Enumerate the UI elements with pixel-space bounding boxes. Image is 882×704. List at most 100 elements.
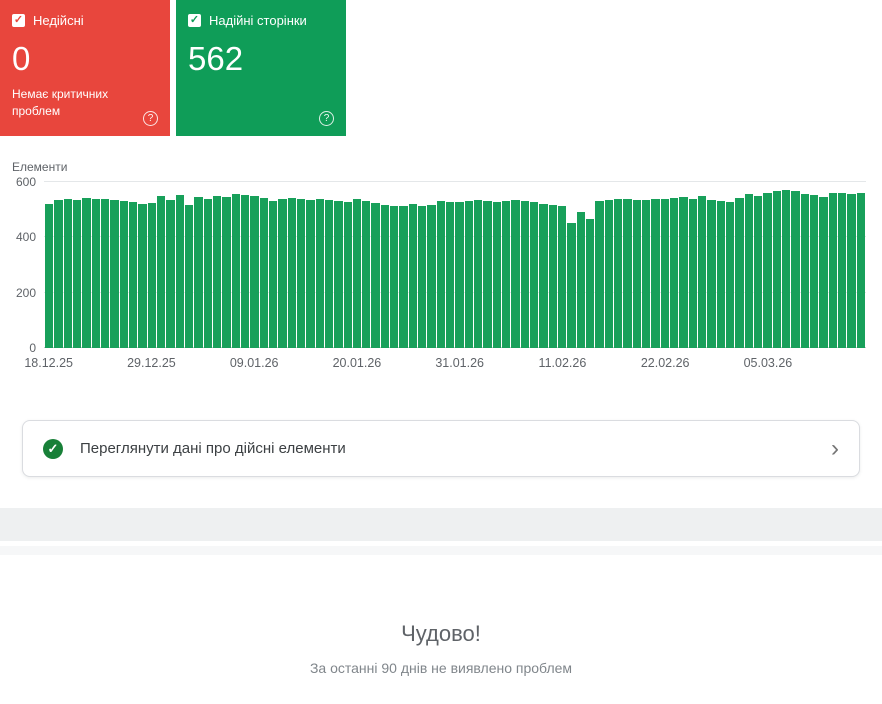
check-circle-icon: ✓: [43, 438, 63, 459]
bar[interactable]: [614, 198, 623, 348]
bar[interactable]: [604, 199, 614, 348]
bar[interactable]: [184, 204, 194, 348]
bar[interactable]: [371, 203, 380, 348]
help-icon[interactable]: ?: [143, 111, 158, 126]
bar[interactable]: [380, 204, 390, 348]
bar[interactable]: [334, 200, 343, 348]
bar[interactable]: [54, 199, 63, 348]
bar[interactable]: [474, 200, 483, 348]
bar[interactable]: [697, 196, 707, 348]
x-tick-label: 05.03.26: [743, 356, 793, 370]
bar[interactable]: [548, 205, 558, 348]
bar[interactable]: [567, 222, 576, 348]
bar[interactable]: [119, 200, 128, 348]
bar[interactable]: [642, 199, 651, 348]
bar[interactable]: [763, 193, 772, 348]
bar[interactable]: [63, 198, 72, 348]
help-icon[interactable]: ?: [319, 111, 334, 126]
bar[interactable]: [240, 195, 250, 348]
bar[interactable]: [511, 200, 520, 348]
bar[interactable]: [166, 200, 175, 348]
bar[interactable]: [632, 200, 641, 348]
bar[interactable]: [315, 198, 324, 348]
bar[interactable]: [222, 196, 231, 348]
bar[interactable]: [735, 198, 744, 348]
bar[interactable]: [427, 205, 436, 348]
bar[interactable]: [707, 199, 716, 348]
valid-items-banner[interactable]: ✓ Переглянути дані про дійсні елементи ›: [22, 420, 860, 477]
x-tick-label: 29.12.25: [127, 356, 176, 370]
bar[interactable]: [772, 190, 781, 348]
bar[interactable]: [688, 198, 697, 348]
bar[interactable]: [651, 198, 660, 348]
bar[interactable]: [492, 201, 502, 348]
bar[interactable]: [418, 206, 427, 348]
valid-card[interactable]: ✓ Надійні сторінки 562 ?: [176, 0, 346, 136]
bar[interactable]: [138, 204, 147, 348]
bar[interactable]: [72, 200, 82, 348]
bar[interactable]: [436, 201, 446, 348]
bar[interactable]: [828, 193, 837, 348]
bar[interactable]: [362, 201, 371, 348]
bar[interactable]: [352, 198, 362, 348]
bar[interactable]: [455, 201, 464, 348]
bar[interactable]: [464, 200, 474, 348]
bar[interactable]: [278, 198, 287, 348]
invalid-card[interactable]: ✓ Недійсні 0 Немає критичних проблем ?: [0, 0, 170, 136]
bar[interactable]: [82, 198, 91, 348]
bar[interactable]: [408, 204, 418, 348]
bar[interactable]: [595, 200, 604, 348]
bar[interactable]: [837, 192, 847, 348]
bar[interactable]: [856, 192, 865, 348]
bar[interactable]: [156, 196, 166, 348]
bar[interactable]: [324, 199, 334, 348]
bar[interactable]: [520, 201, 530, 348]
bar[interactable]: [306, 200, 315, 348]
bar[interactable]: [576, 212, 586, 348]
bar[interactable]: [847, 193, 856, 348]
bar[interactable]: [110, 199, 119, 348]
bar[interactable]: [175, 195, 184, 348]
chevron-right-icon[interactable]: ›: [831, 434, 839, 462]
bar[interactable]: [623, 199, 632, 348]
bar[interactable]: [660, 199, 669, 348]
bar[interactable]: [679, 196, 688, 348]
bar[interactable]: [744, 194, 753, 348]
valid-card-label: Надійні сторінки: [209, 13, 307, 28]
bar[interactable]: [791, 191, 800, 348]
bar[interactable]: [343, 201, 352, 348]
bar[interactable]: [390, 205, 399, 348]
bar[interactable]: [669, 198, 679, 348]
bar[interactable]: [800, 193, 809, 348]
bar[interactable]: [446, 202, 455, 348]
bar[interactable]: [203, 198, 212, 348]
bar[interactable]: [128, 201, 138, 348]
invalid-checkbox[interactable]: ✓: [12, 14, 25, 27]
bar[interactable]: [558, 206, 567, 348]
bar[interactable]: [287, 197, 296, 348]
bar[interactable]: [399, 206, 408, 348]
bar[interactable]: [530, 202, 539, 348]
bar[interactable]: [91, 199, 100, 348]
bar[interactable]: [231, 194, 240, 348]
bar[interactable]: [250, 196, 259, 348]
bar[interactable]: [781, 189, 791, 348]
bar[interactable]: [212, 195, 222, 348]
bar[interactable]: [819, 196, 828, 348]
bar[interactable]: [586, 218, 595, 348]
valid-checkbox[interactable]: ✓: [188, 14, 201, 27]
bar[interactable]: [539, 203, 548, 348]
bar[interactable]: [296, 199, 306, 348]
bar[interactable]: [45, 203, 54, 348]
bar[interactable]: [268, 200, 278, 348]
bar[interactable]: [809, 195, 819, 348]
bar[interactable]: [259, 197, 268, 348]
bar[interactable]: [194, 196, 203, 348]
bar[interactable]: [502, 200, 511, 348]
bar[interactable]: [100, 198, 110, 348]
bar[interactable]: [753, 196, 763, 348]
bar[interactable]: [725, 202, 735, 348]
bar[interactable]: [147, 203, 156, 348]
bar[interactable]: [716, 201, 725, 348]
bar[interactable]: [483, 201, 492, 348]
